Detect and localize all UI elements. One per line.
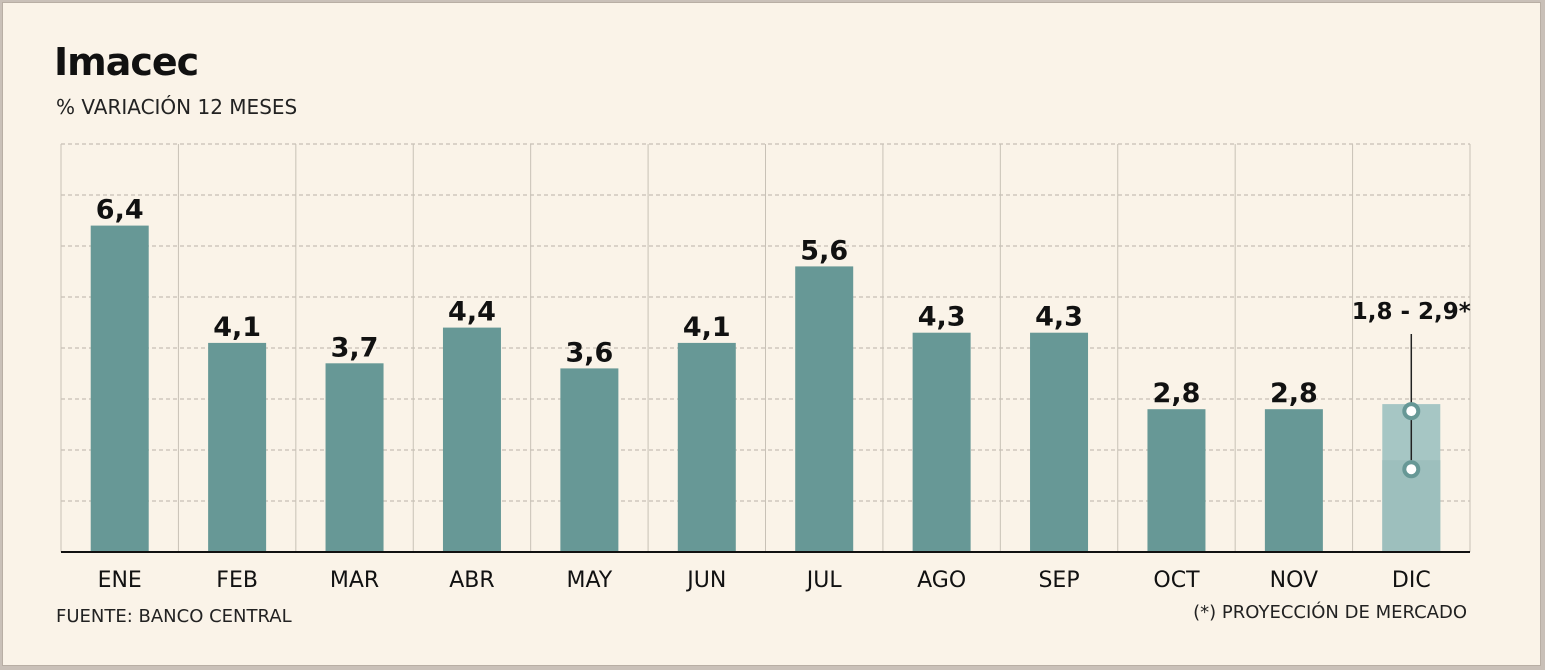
value-label: 4,4: [448, 297, 496, 328]
value-label: 4,3: [1035, 302, 1083, 333]
chart-title: Imacec: [54, 40, 199, 84]
projection-low-marker: [1402, 460, 1421, 479]
value-label: 3,6: [565, 337, 613, 368]
x-tick-label: JUN: [685, 568, 726, 593]
chart-subtitle: % VARIACIÓN 12 MESES: [56, 95, 298, 119]
value-label: 2,8: [1153, 378, 1201, 409]
value-label: 5,6: [800, 235, 848, 266]
x-tick-label: ABR: [449, 568, 494, 593]
bar-ene: [90, 225, 149, 552]
projection-label: 1,8 - 2,9*: [1352, 299, 1471, 325]
x-tick-label: ENE: [98, 568, 142, 593]
value-label: 2,8: [1270, 378, 1318, 409]
projection-footnote: (*) PROYECCIÓN DE MERCADO: [1193, 602, 1467, 623]
value-label: 4,3: [918, 302, 966, 333]
bar-ago: [912, 332, 971, 552]
bar-mar: [325, 363, 384, 552]
value-label: 4,1: [683, 312, 731, 343]
x-tick-label: JUL: [805, 568, 843, 593]
bar-oct: [1147, 409, 1206, 552]
bar-sep: [1030, 332, 1089, 552]
x-tick-label: AGO: [917, 568, 966, 593]
bar-jun: [677, 342, 736, 552]
x-tick-label: DIC: [1392, 568, 1431, 593]
bar-feb: [208, 342, 267, 552]
x-tick-label: NOV: [1270, 568, 1318, 593]
x-tick-label: MAY: [566, 568, 612, 593]
bar-may: [560, 368, 619, 552]
bar-nov: [1264, 409, 1323, 552]
value-label: 4,1: [213, 312, 261, 343]
projection-high-marker: [1402, 402, 1421, 421]
bar-jul: [795, 266, 854, 552]
bar-abr: [442, 327, 501, 552]
value-label: 3,7: [331, 332, 379, 363]
x-tick-label: FEB: [216, 568, 258, 593]
x-tick-label: SEP: [1038, 568, 1079, 593]
x-tick-label: MAR: [330, 568, 379, 593]
source-note: FUENTE: BANCO CENTRAL: [56, 606, 292, 627]
x-tick-label: OCT: [1153, 568, 1200, 593]
value-label: 6,4: [96, 195, 144, 226]
